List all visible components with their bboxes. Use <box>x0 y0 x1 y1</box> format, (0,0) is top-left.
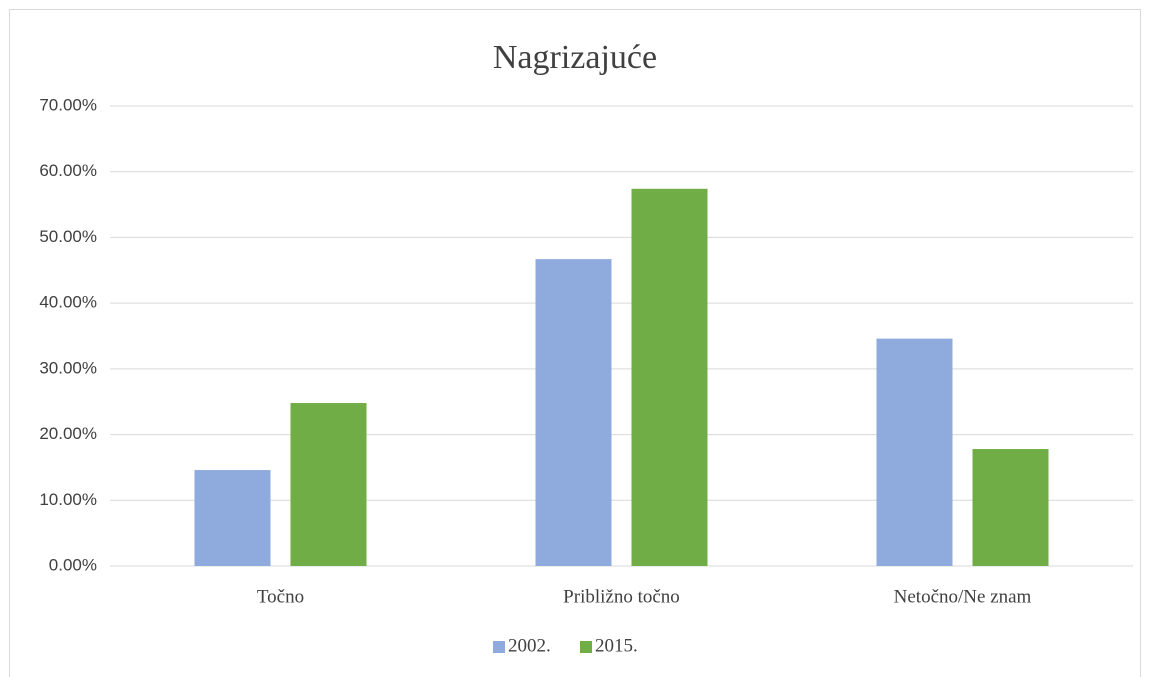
bar <box>972 449 1049 566</box>
bar <box>194 470 271 566</box>
y-tick-label: 70.00% <box>39 95 97 114</box>
chart-title: Nagrizajuće <box>493 39 657 76</box>
legend-swatch <box>493 641 505 653</box>
bar <box>290 403 367 566</box>
bar <box>876 338 953 566</box>
y-tick-label: 30.00% <box>39 358 97 377</box>
x-tick-label: Točno <box>257 586 304 607</box>
y-tick-label: 10.00% <box>39 490 97 509</box>
y-tick-label: 0.00% <box>49 555 97 574</box>
y-tick-label: 40.00% <box>39 293 97 312</box>
legend-label: 2015. <box>595 635 638 656</box>
bar <box>631 188 708 567</box>
x-tick-label: Netočno/Ne znam <box>894 586 1032 607</box>
legend-swatch <box>580 641 592 653</box>
y-tick-label: 60.00% <box>39 161 97 180</box>
legend-label: 2002. <box>508 635 551 656</box>
y-tick-label: 50.00% <box>39 227 97 246</box>
y-tick-label: 20.00% <box>39 424 97 443</box>
bar <box>535 259 612 566</box>
x-tick-label: Približno točno <box>563 586 680 607</box>
